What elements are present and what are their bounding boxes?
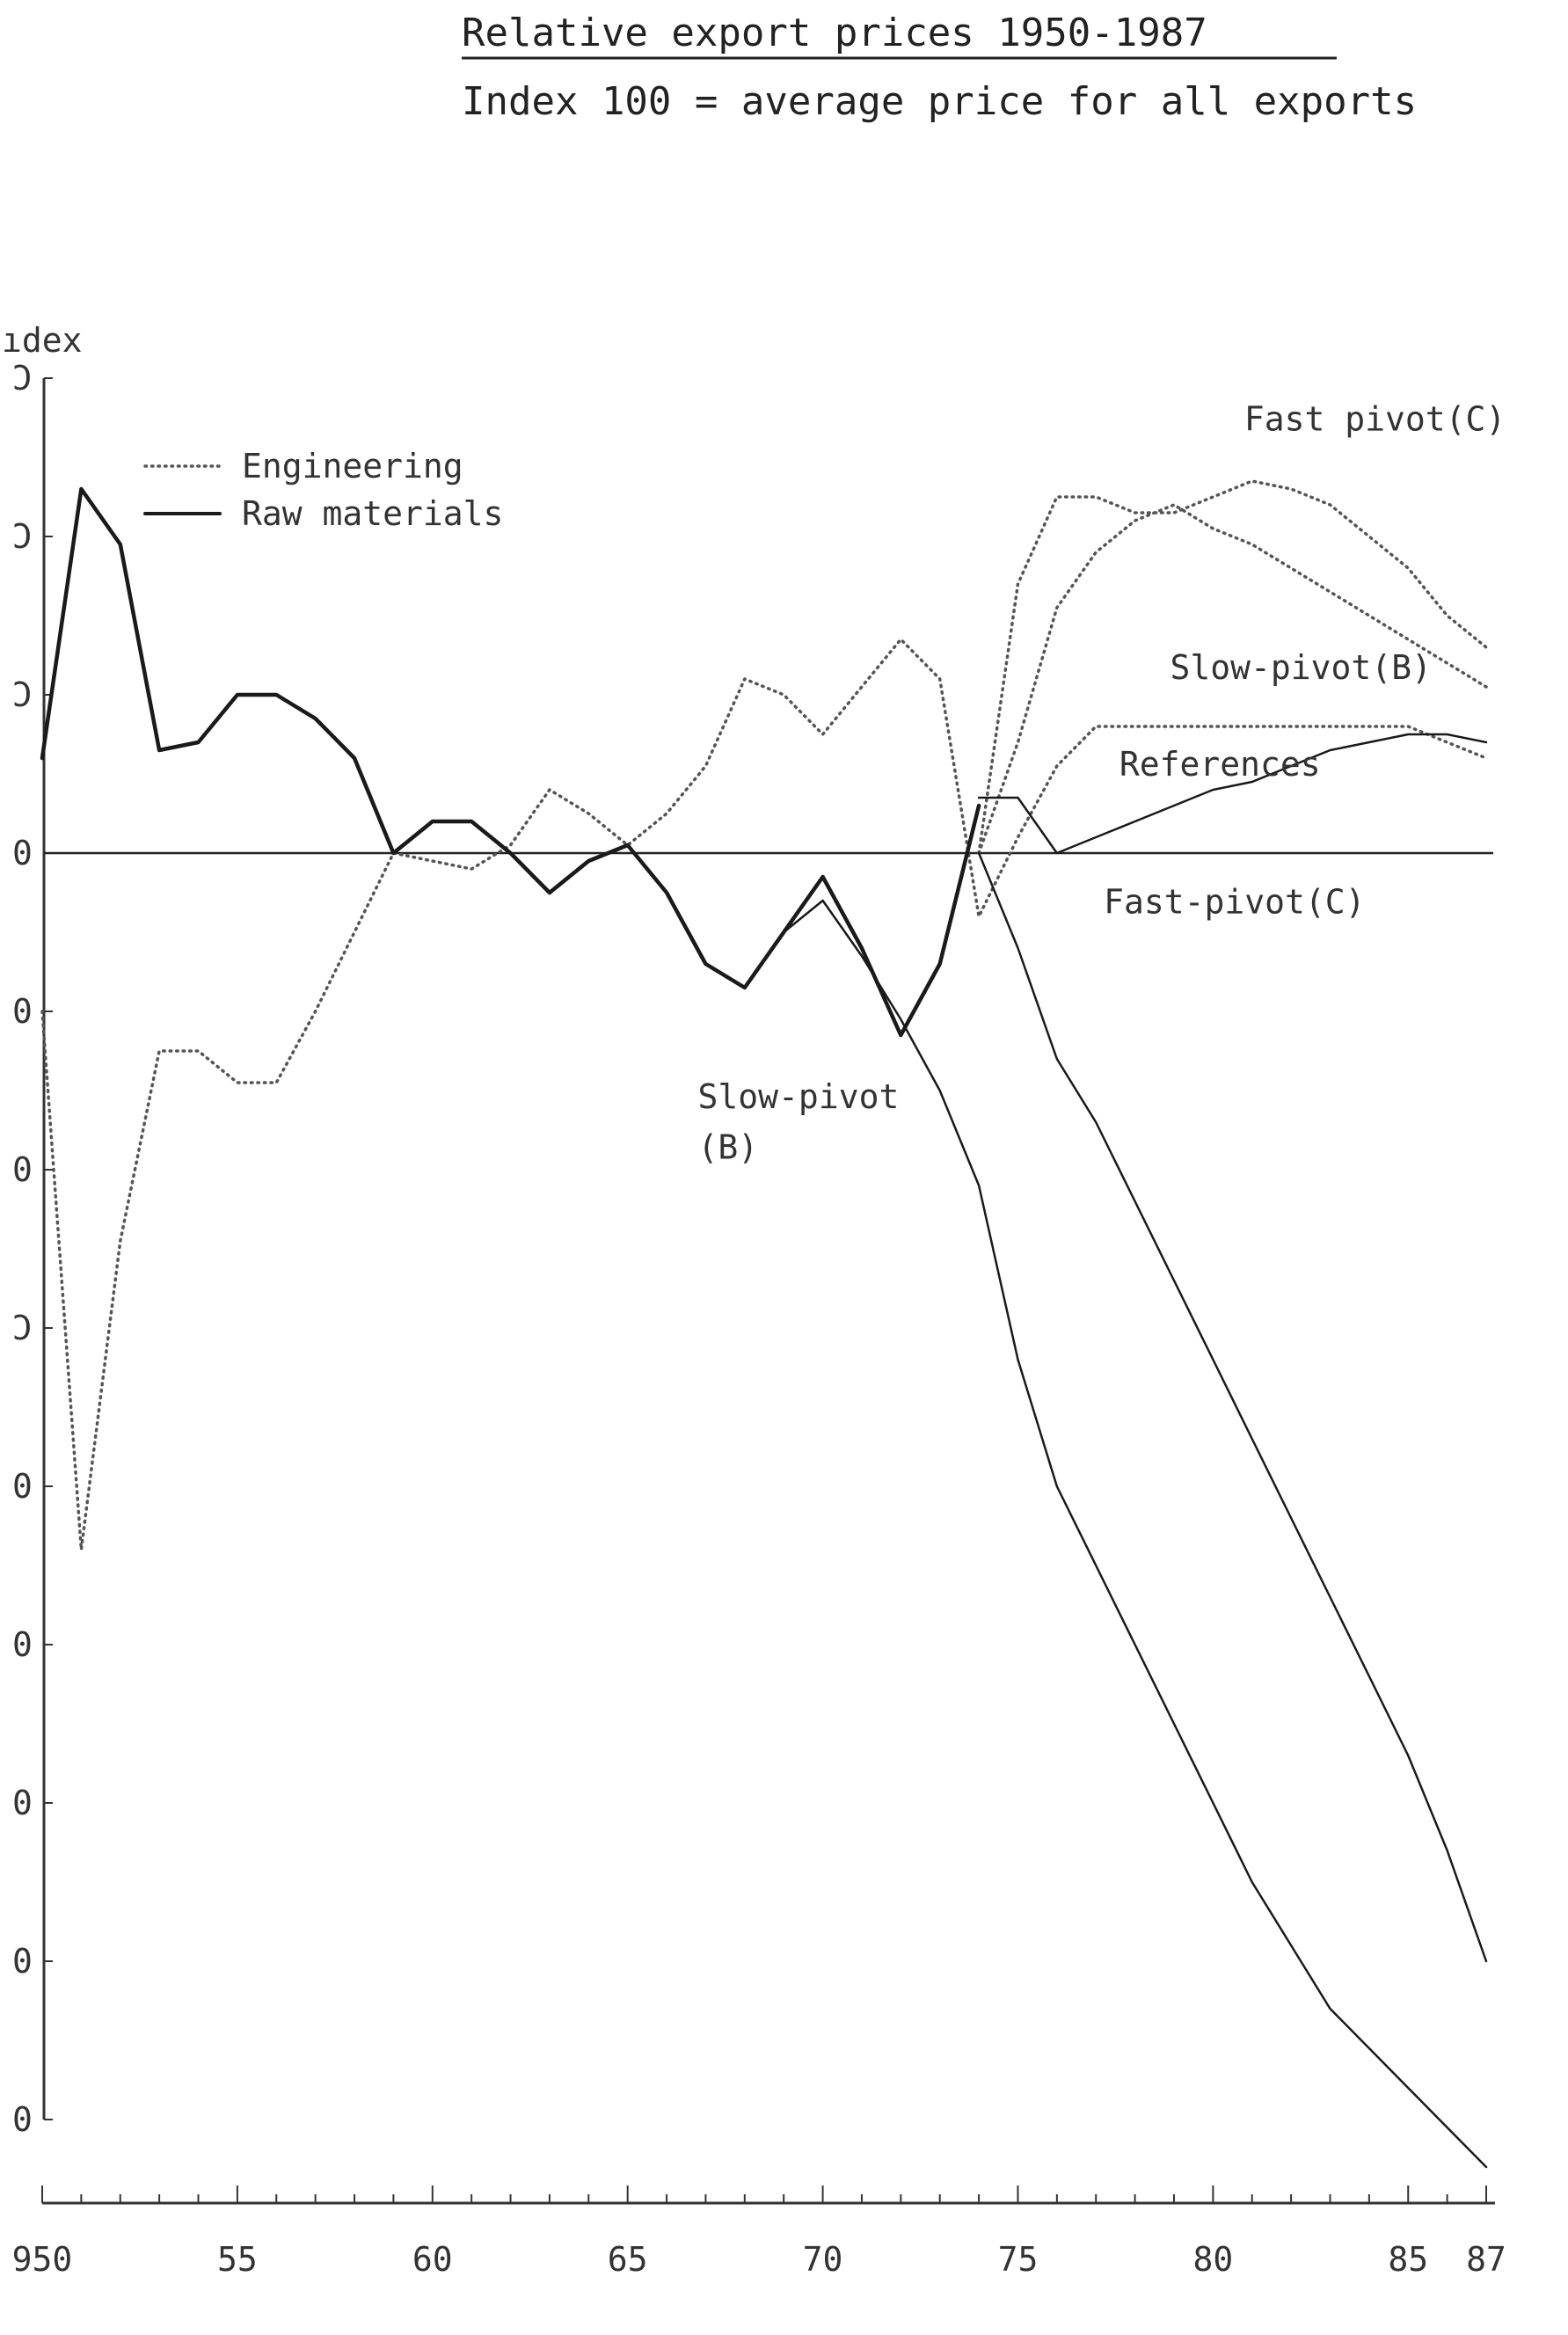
chart-title: Relative export prices 1950-1987	[462, 11, 1207, 55]
annotations-layer: Fast pivot(C)Slow-pivot(B)ReferencesFast…	[698, 399, 1506, 1166]
x-tick-label: 75	[998, 2240, 1039, 2279]
legend-label-raw-materials: Raw materials	[242, 494, 503, 533]
chart-subtitle: Index 100 = average price for all export…	[462, 79, 1417, 124]
legend-label-engineering: Engineering	[242, 447, 463, 485]
y-tick-label: 0	[12, 1942, 33, 1981]
series-line-raw-materials-solid	[40, 486, 981, 1038]
y-tick-label: 0	[12, 992, 33, 1031]
x-tick-label: 87	[1466, 2240, 1506, 2279]
y-tick-label: 0	[12, 834, 33, 872]
series-line-references-solid	[977, 733, 1488, 855]
x-tick-label: 80	[1192, 2240, 1233, 2279]
series-line-fast-pivot-c-solid	[977, 851, 1488, 1963]
y-axis-label: ıdex	[2, 321, 83, 360]
x-tick-label: 60	[412, 2240, 453, 2279]
title-group: Relative export prices 1950-1987 Index 1…	[462, 11, 1417, 124]
annotation-fast-pivot-c: Fast-pivot(C)	[1104, 882, 1365, 921]
x-tick-label: 950	[12, 2240, 73, 2279]
annotation-b: (B)	[698, 1127, 759, 1166]
annotation-slow-pivot-b: Slow-pivot(B)	[1171, 648, 1432, 687]
y-tick-label: Ͻ	[12, 1309, 33, 1347]
annotation-references: References	[1119, 745, 1321, 784]
annotation-fast-pivot-c: Fast pivot(C)	[1244, 399, 1506, 438]
y-tick-label: 0	[12, 1625, 33, 1664]
y-tick-label: 0	[12, 1150, 33, 1189]
x-tick-label: 65	[608, 2240, 648, 2279]
legend: Engineering Raw materials	[143, 447, 503, 533]
x-tick-label: 55	[217, 2240, 258, 2279]
series-line-engineering-dotted	[40, 638, 1488, 1551]
y-tick-label: 0	[12, 1784, 33, 1822]
annotation-slow-pivot: Slow-pivot	[698, 1077, 900, 1116]
y-tick-label: Ͻ	[12, 517, 33, 556]
series-line-slow-pivot-b-dotted	[977, 503, 1488, 855]
y-tick-label: 0	[12, 1467, 33, 1506]
y-tick-label: 0	[12, 2100, 33, 2139]
x-tick-label: 70	[803, 2240, 843, 2279]
x-tick-label: 85	[1388, 2240, 1428, 2279]
series-line-fast-pivot-c-dotted	[977, 479, 1488, 855]
series-line-slow-pivot-b-solid	[782, 899, 1488, 2169]
axes-layer: Ͻ Ͻ Ͻ 0 0 0 Ͻ 0 0 0 0 0 950 55 60 65 70 75 80 85 87	[12, 359, 1506, 2279]
y-tick-label: Ͻ	[12, 359, 33, 398]
y-tick-label: Ͻ	[12, 675, 33, 714]
series-layer	[40, 479, 1488, 2169]
